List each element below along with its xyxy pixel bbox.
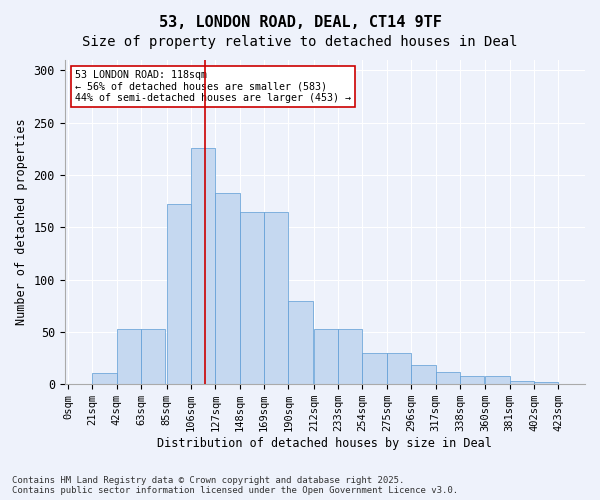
Bar	[436, 372, 460, 384]
Bar	[485, 376, 509, 384]
Bar	[362, 353, 387, 384]
Bar	[411, 366, 436, 384]
Bar	[460, 376, 484, 384]
Text: Contains HM Land Registry data © Crown copyright and database right 2025.
Contai: Contains HM Land Registry data © Crown c…	[12, 476, 458, 495]
Bar	[239, 212, 264, 384]
Bar	[338, 329, 362, 384]
Bar	[215, 193, 239, 384]
Bar	[92, 372, 117, 384]
Bar	[167, 204, 191, 384]
Bar	[534, 382, 559, 384]
Bar	[289, 300, 313, 384]
Bar	[314, 329, 338, 384]
Bar	[117, 329, 141, 384]
Bar	[141, 329, 166, 384]
Bar	[191, 148, 215, 384]
Text: Size of property relative to detached houses in Deal: Size of property relative to detached ho…	[82, 35, 518, 49]
Text: 53, LONDON ROAD, DEAL, CT14 9TF: 53, LONDON ROAD, DEAL, CT14 9TF	[158, 15, 442, 30]
Bar	[509, 381, 534, 384]
Bar	[264, 212, 289, 384]
Y-axis label: Number of detached properties: Number of detached properties	[15, 119, 28, 326]
X-axis label: Distribution of detached houses by size in Deal: Distribution of detached houses by size …	[157, 437, 492, 450]
Bar	[387, 353, 411, 384]
Text: 53 LONDON ROAD: 118sqm
← 56% of detached houses are smaller (583)
44% of semi-de: 53 LONDON ROAD: 118sqm ← 56% of detached…	[75, 70, 351, 103]
